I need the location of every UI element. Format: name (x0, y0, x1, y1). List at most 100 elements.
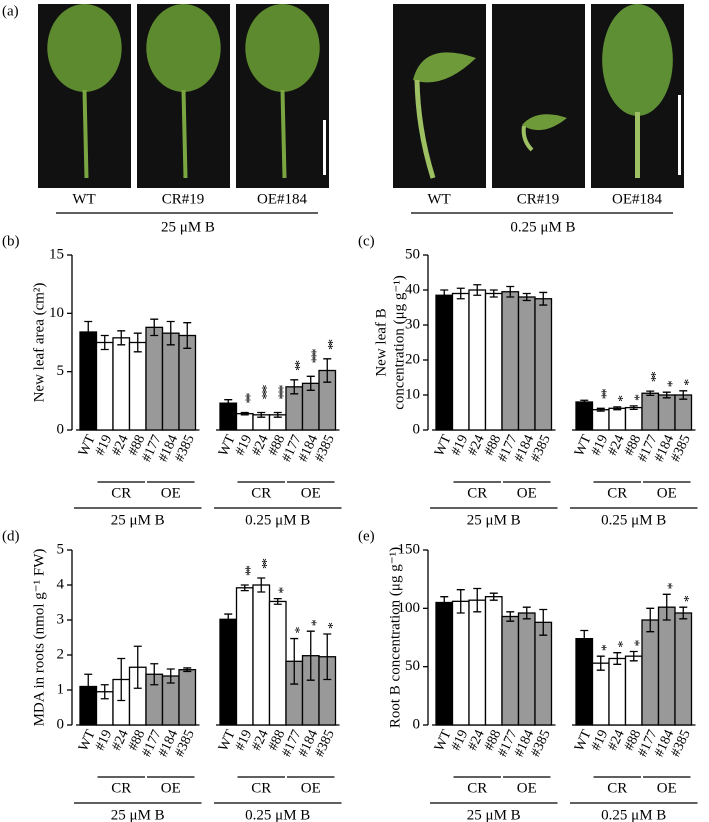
error-bar (613, 406, 622, 411)
bar (468, 289, 487, 431)
significance: * (660, 582, 675, 589)
error-bar (224, 613, 233, 626)
leaf-blade (245, 4, 320, 92)
error-bar (646, 390, 655, 396)
error-bar (489, 592, 498, 601)
genotype-label: WT (72, 191, 95, 207)
leaf-stem (521, 125, 534, 152)
significance: * (594, 644, 609, 651)
significance: ** (320, 339, 335, 350)
genotype-label: WT (427, 191, 450, 207)
significance: ** (287, 360, 302, 371)
error-bar (117, 330, 126, 346)
significance: * (320, 622, 335, 629)
bar (608, 407, 627, 431)
y-tick-label: 0 (57, 716, 65, 732)
leaf-blade (47, 4, 122, 92)
leaf-stem (280, 89, 287, 179)
error-bar (539, 291, 548, 306)
bar (501, 291, 520, 431)
genotype-label: OE#184 (612, 191, 662, 207)
significance: ** (594, 388, 609, 399)
significance: ** (643, 371, 658, 382)
bar (517, 612, 536, 726)
error-bar (100, 684, 109, 700)
group-label: CR (467, 780, 487, 796)
significance: *** (271, 385, 286, 400)
y-tick-label: 100 (398, 600, 421, 616)
bar (451, 292, 470, 431)
error-bar (473, 284, 482, 296)
significance: ** (238, 393, 253, 404)
bar (468, 599, 487, 726)
bar (517, 296, 536, 431)
bar (534, 298, 553, 431)
error-bar (596, 407, 605, 412)
significance: * (287, 627, 302, 634)
genotype-label: OE#184 (257, 191, 307, 207)
error-bar (506, 285, 515, 298)
y-axis-label: MDA in roots (nmol g⁻¹ FW) (31, 549, 47, 727)
y-tick-label: 0 (413, 716, 421, 732)
error-bar (100, 334, 109, 351)
error-bar (662, 593, 671, 621)
group-label: OE (517, 485, 537, 501)
significance: * (627, 394, 642, 401)
y-tick-label: 150 (398, 541, 421, 557)
error-bar (183, 322, 192, 349)
condition-label: 25 μM B (161, 219, 215, 235)
bar (235, 413, 254, 431)
leaf-blade (522, 114, 567, 131)
group-label: CR (111, 780, 131, 796)
error-bar (580, 629, 589, 648)
error-bar (580, 399, 589, 405)
error-bar (323, 358, 332, 383)
error-bar (646, 607, 655, 633)
error-bar (273, 598, 282, 605)
genotype-label: CR#19 (517, 191, 560, 207)
bar (674, 394, 693, 431)
error-bar (522, 606, 531, 620)
bar (112, 337, 131, 431)
photo (492, 4, 585, 188)
bar (435, 601, 454, 726)
error-bar (306, 630, 315, 681)
bar (641, 392, 660, 431)
error-bar (133, 332, 142, 353)
error-bar (150, 318, 159, 337)
y-tick-label: 0 (413, 421, 421, 437)
y-tick-label: 4 (57, 576, 65, 592)
significance: * (676, 379, 691, 386)
y-tick-label: 10 (49, 305, 64, 321)
error-bar (596, 655, 605, 671)
panel-label: (d) (2, 528, 20, 544)
group-label: CR (607, 780, 627, 796)
y-tick-label: 5 (57, 363, 65, 379)
error-bar (117, 657, 126, 702)
y-tick-label: 5 (57, 541, 65, 557)
error-bar (150, 663, 159, 686)
significance: ** (254, 558, 269, 569)
bar (657, 394, 676, 431)
bar (575, 638, 594, 726)
bar (252, 584, 271, 726)
significance: * (676, 595, 691, 602)
panel-label: (e) (358, 528, 375, 544)
error-bar (440, 289, 449, 302)
condition-label: 0.25 μM B (601, 807, 666, 822)
scale-bar (323, 120, 326, 175)
significance: * (271, 587, 286, 594)
group-label: CR (467, 485, 487, 501)
condition-label: 0.25 μM B (510, 219, 575, 235)
group-label: OE (161, 780, 181, 796)
y-tick-label: 20 (405, 351, 420, 367)
y-tick-label: 10 (405, 386, 420, 402)
significance: * (304, 619, 319, 626)
panel-a: (a) (2, 3, 19, 19)
group-label: CR (251, 485, 271, 501)
error-bar (224, 399, 233, 408)
error-bar (257, 577, 266, 593)
bar (435, 294, 454, 431)
error-bar (290, 637, 299, 685)
